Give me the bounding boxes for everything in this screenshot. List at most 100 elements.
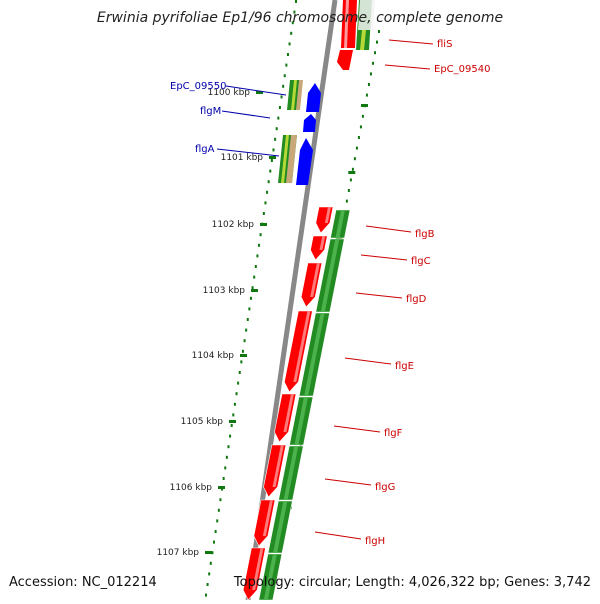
ruler-dot [378,30,380,33]
kbp-major-tick [218,486,225,489]
ruler-dot [214,530,217,533]
kbp-label: 1105 kbp [181,417,224,427]
leader-line [388,39,434,45]
ruler-dot [254,265,257,268]
leader-line [324,478,372,486]
faded-block [358,0,375,30]
reverse-gene-highlight [344,0,349,48]
ruler-dot [275,127,278,131]
gene-label: flgH [365,536,385,547]
ruler-major-tick [348,171,356,174]
ruler-dot [264,201,267,205]
ruler-dot [266,190,269,194]
ruler-dot [224,466,227,470]
leader-line [384,64,431,70]
ruler-dot [204,593,207,597]
gene-label: EpC_09540 [434,64,490,75]
ruler-dot [361,114,364,118]
kbp-label: 1101 kbp [221,153,264,163]
cds-block-stripe [360,30,366,50]
forward-cds-highlight [320,239,340,312]
ruler-dot [270,159,273,162]
cds-block-stripe [291,80,297,110]
ruler-dot [256,254,259,258]
ruler-dot [267,180,270,184]
forward-cds-highlight [294,397,308,445]
reverse-gene-highlight [272,445,284,487]
flgM-gene-arrow [303,114,316,132]
kbp-label: 1107 kbp [157,548,200,558]
kbp-label: 1100 kbp [208,88,251,98]
ruler-dot [371,61,374,65]
leader-line [221,110,271,119]
ruler-dot [365,93,368,97]
ruler-dot [290,31,293,35]
leader-line [333,425,381,433]
ruler-dot [235,392,238,396]
leader-line [225,85,287,96]
top-gene-cluster [337,0,375,70]
ruler-dot [237,381,240,385]
reverse-gene-highlight [262,500,273,536]
ruler-dot [258,243,261,247]
kbp-major-tick [260,223,267,226]
ruler-dot [357,136,360,139]
ruler-dot [213,540,216,544]
kbp-major-tick [256,91,263,94]
reverse-gene-highlight [310,263,320,297]
forward-cds-highlight [304,313,325,396]
reverse-gene-highlight [293,311,311,382]
reverse-gene-arrow [315,206,334,234]
ruler-dot [238,371,241,374]
leader-line [216,148,280,157]
cds-block-stripe [281,135,289,183]
gene-label: flgC [411,256,431,267]
reverse-gene-highlight [324,207,331,223]
ruler-dot [232,413,235,417]
flgA-gene-arrow [296,138,313,185]
kbp-label: 1106 kbp [170,483,213,493]
ruler-dot [246,318,249,321]
reverse-gene-highlight [319,236,326,250]
gene-label: flgE [395,361,414,372]
ruler-dot [241,349,244,353]
ruler-dot [359,125,362,129]
ruler-dot [209,561,212,565]
ruler-dot [251,286,254,290]
kbp-labels: 1100 kbp 1101 kbp 1102 kbp 1103 kbp 1104 kbp… [157,88,276,558]
ruler-dot [282,84,285,88]
topology-text: Topology: circular; Length: 4,026,322 bp… [233,575,591,590]
ruler-dot [349,178,352,182]
ruler-dot [367,83,370,86]
forward-cds-highlight [263,554,277,600]
ruler-dot [269,169,272,173]
forward-cds-highlight [335,210,345,238]
ruler-dot [240,360,243,364]
leader-line [344,357,392,365]
kbp-label: 1104 kbp [192,351,235,361]
reverse-gene-highlight [283,394,294,432]
map-title: Erwinia pyrifoliae Ep1/96 chromosome, co… [96,10,504,26]
ruler-dot [225,455,228,459]
gene-label: EpC_09550 [170,81,226,92]
ruler-dot [219,498,222,502]
gene-label: flgA [195,144,215,155]
ruler-dot [222,477,225,480]
ruler-dot [274,137,277,141]
kbp-label: 1102 kbp [212,220,255,230]
ruler-dot [217,508,220,512]
gene-label: flgF [384,428,403,439]
forward-cds-highlight [273,501,288,553]
cds-block-stripe [286,135,297,183]
ruler-dot [375,40,378,44]
gene-label: fliS [437,39,452,50]
ruler-dot [227,445,230,449]
ruler-dot [286,53,289,56]
reverse-gene-highlight [252,548,264,590]
green-track [258,209,351,601]
ruler-dot [353,157,356,161]
kbp-label: 1103 kbp [203,286,246,296]
ruler-dot [369,72,372,76]
ruler-dot [280,95,283,99]
forward-cds-highlight [283,446,299,500]
